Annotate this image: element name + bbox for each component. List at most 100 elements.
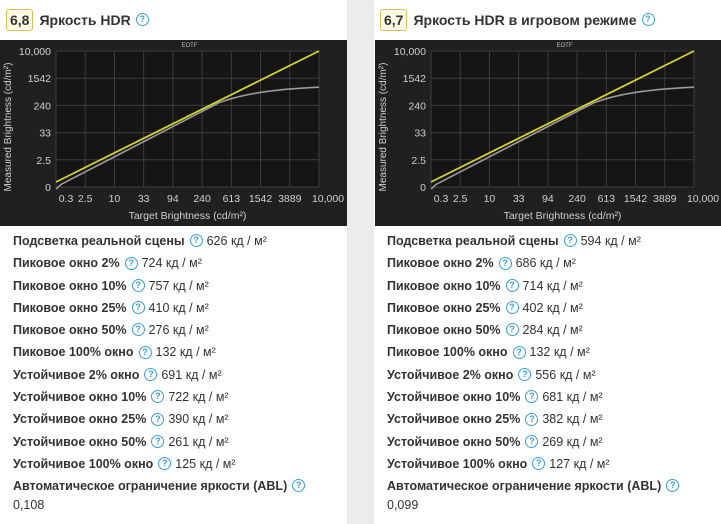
x-tick-label: 10: [109, 193, 121, 205]
score-badge: 6,8: [6, 9, 34, 31]
help-icon[interactable]: ?: [138, 345, 152, 359]
measurement-label: Устойчивое 2% окно: [13, 367, 140, 382]
measurement-row: Устойчивое 2% окно? 691 кд / м²: [13, 364, 347, 386]
measurement-value: 626 кд / м²: [206, 234, 267, 248]
help-icon[interactable]: ?: [292, 479, 306, 493]
help-icon[interactable]: ?: [505, 278, 519, 292]
help-icon[interactable]: ?: [151, 434, 165, 448]
hdr-brightness-panel: 6,8 Яркость HDR ? EOTF 0.3 2.5 10 33 94 240 613…: [0, 0, 347, 524]
abl-row: Автоматическое ограничение яркости (ABL)…: [387, 475, 721, 497]
help-icon[interactable]: ?: [525, 412, 539, 426]
x-tick-label: 2.5: [453, 193, 468, 205]
measurement-label: Устойчивое 2% окно: [387, 367, 514, 382]
x-tick-label: 94: [542, 193, 554, 205]
help-icon[interactable]: ?: [641, 12, 655, 26]
help-icon[interactable]: ?: [124, 256, 138, 270]
help-icon[interactable]: ?: [532, 457, 546, 471]
measurement-value: 125 кд / м²: [175, 456, 236, 471]
measurement-value: 594 кд / м²: [580, 234, 641, 248]
help-icon[interactable]: ?: [158, 457, 172, 471]
measurement-value: 284 кд / м²: [522, 323, 583, 338]
y-tick-label: 240: [408, 100, 426, 112]
measurement-row: Устойчивое окно 25%? 390 кд / м²: [13, 408, 347, 430]
measurement-row: Устойчивое окно 50%? 269 кд / м²: [387, 431, 721, 453]
target-eotf-line: [55, 50, 320, 183]
hdr-game-mode-panel: 6,7 Яркость HDR в игровом режиме ? EOTF 0…: [374, 0, 721, 524]
measurement-value: 556 кд / м²: [535, 367, 596, 382]
help-icon[interactable]: ?: [666, 479, 680, 493]
x-axis-label: Target Brightness (cd/m²): [504, 210, 622, 222]
panel-header: 6,7 Яркость HDR в игровом режиме ?: [380, 9, 655, 31]
measurement-row: Устойчивое окно 10%? 722 кд / м²: [13, 386, 347, 408]
x-tick-label: 1542: [624, 193, 648, 205]
measurement-label: Пиковое окно 25%: [387, 300, 501, 315]
measurement-label: Подсветка реальной сцены: [387, 234, 559, 248]
measurement-label: Устойчивое 100% окно: [387, 456, 528, 471]
measurement-label: Пиковое окно 2%: [387, 256, 494, 271]
measurement-row: Подсветка реальной сцены? 594 кд / м²: [387, 230, 721, 252]
help-icon[interactable]: ?: [144, 367, 158, 381]
abl-value: 0,099: [387, 497, 419, 512]
measurement-value: 686 кд / м²: [515, 256, 576, 271]
eotf-chart: EOTF 0.3 2.5 10 33 94 240 613 1542 3889 10,000 10,0…: [0, 40, 347, 226]
help-icon[interactable]: ?: [135, 12, 149, 26]
measurement-label: Пиковое окно 2%: [13, 256, 120, 271]
y-axis-label: Measured Brightness (cd/m²): [3, 63, 14, 192]
x-tick-label: 33: [138, 193, 150, 205]
measured-eotf-line: [430, 86, 695, 190]
measurement-value: 132 кд / м²: [529, 345, 590, 360]
help-icon[interactable]: ?: [498, 256, 512, 270]
help-icon[interactable]: ?: [518, 367, 532, 381]
y-tick-label: 0: [45, 182, 51, 194]
measured-eotf-line: [55, 86, 320, 190]
measurement-row: Пиковое окно 25%? 402 кд / м²: [387, 297, 721, 319]
help-icon[interactable]: ?: [525, 390, 539, 404]
help-icon[interactable]: ?: [512, 345, 526, 359]
x-tick-label: 240: [193, 193, 211, 205]
y-tick-label: 240: [33, 100, 51, 112]
help-icon[interactable]: ?: [131, 301, 145, 315]
help-icon[interactable]: ?: [525, 434, 539, 448]
measurement-value: 382 кд / м²: [542, 412, 603, 427]
measurement-label: Устойчивое окно 10%: [387, 390, 521, 405]
x-tick-label: 33: [513, 193, 525, 205]
abl-value: 0,108: [13, 497, 45, 512]
y-tick-label: 1542: [403, 73, 427, 85]
x-tick-label: 10,000: [687, 193, 719, 205]
measurement-label: Устойчивое окно 50%: [387, 434, 521, 449]
panel-title: Яркость HDR: [39, 12, 131, 28]
chart-title: EOTF: [557, 43, 573, 49]
abl-label: Автоматическое ограничение яркости (ABL): [387, 479, 662, 494]
measurement-row: Устойчивое окно 50%? 261 кд / м²: [13, 431, 347, 453]
help-icon[interactable]: ?: [151, 412, 165, 426]
help-icon[interactable]: ?: [131, 323, 145, 337]
measurement-value: 757 кд / м²: [148, 278, 209, 293]
measurement-row: Устойчивое 100% окно? 127 кд / м²: [387, 453, 721, 475]
x-tick-label: 10: [484, 193, 496, 205]
measurement-row: Устойчивое окно 10%? 681 кд / м²: [387, 386, 721, 408]
y-tick-label: 0: [420, 182, 426, 194]
measurement-row: Пиковое окно 10%? 757 кд / м²: [13, 275, 347, 297]
help-icon[interactable]: ?: [189, 234, 203, 248]
measurement-label: Подсветка реальной сцены: [13, 234, 185, 248]
chart-title: EOTF: [182, 43, 198, 49]
measurement-value: 681 кд / м²: [542, 390, 603, 405]
x-tick-label: 1542: [249, 193, 273, 205]
measurement-value: 132 кд / м²: [155, 345, 216, 360]
x-tick-label: 0.3: [434, 193, 449, 205]
x-tick-label: 240: [568, 193, 586, 205]
y-tick-label: 10,000: [394, 46, 426, 58]
measurement-value: 714 кд / м²: [522, 278, 583, 293]
help-icon[interactable]: ?: [151, 390, 165, 404]
x-tick-label: 3889: [653, 193, 677, 205]
panel-header: 6,8 Яркость HDR ?: [6, 9, 149, 31]
help-icon[interactable]: ?: [563, 234, 577, 248]
help-icon[interactable]: ?: [131, 278, 145, 292]
x-tick-label: 3889: [278, 193, 302, 205]
help-icon[interactable]: ?: [505, 301, 519, 315]
measurements-list: Подсветка реальной сцены? 626 кд / м² Пико…: [13, 230, 347, 512]
measurements-list: Подсветка реальной сцены? 594 кд / м² Пико…: [387, 230, 721, 512]
measurement-row: Пиковое окно 2%? 724 кд / м²: [13, 252, 347, 274]
x-tick-label: 613: [598, 193, 616, 205]
help-icon[interactable]: ?: [505, 323, 519, 337]
